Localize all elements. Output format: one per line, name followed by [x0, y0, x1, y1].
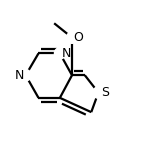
Circle shape: [67, 32, 77, 43]
Text: O: O: [73, 31, 83, 44]
Text: S: S: [101, 86, 109, 99]
Text: N: N: [15, 69, 24, 82]
Circle shape: [93, 87, 104, 98]
Circle shape: [20, 69, 31, 81]
Text: N: N: [61, 47, 71, 60]
Circle shape: [54, 48, 65, 59]
